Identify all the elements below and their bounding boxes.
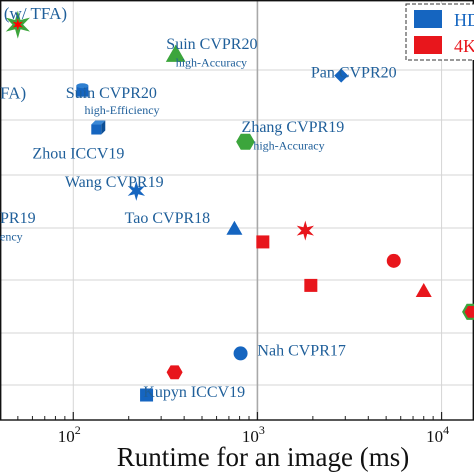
- point-label: (w/ TFA): [4, 4, 67, 23]
- legend-label: HD: [454, 10, 474, 30]
- data-point-square: [304, 278, 318, 292]
- point-labels: (w/ TFA) Suin CVPR20 high-Accuracy Pan CVPR…: [0, 4, 397, 401]
- cube-front: [91, 124, 102, 135]
- legend-swatch: [414, 10, 442, 28]
- point-label: Zhang CVPR19: [242, 119, 345, 136]
- axes-box: [0, 0, 474, 421]
- tick-exponent: 4: [443, 423, 449, 437]
- data-point-circle: [233, 346, 248, 361]
- data-point-cylinder: [76, 83, 89, 97]
- legend: HD 4K: [405, 3, 474, 61]
- x-axis-title: Runtime for an image (ms): [117, 442, 409, 472]
- point-label: high-Accuracy: [253, 139, 324, 153]
- point-label: Suin CVPR20: [166, 36, 257, 53]
- data-point-triangle: [165, 44, 186, 62]
- data-points: [5, 10, 474, 402]
- data-point-diamond: [334, 68, 349, 83]
- point-label: Pan CVPR20: [311, 64, 397, 81]
- data-point-star: [5, 10, 31, 39]
- data-point-hexagon: [166, 365, 183, 380]
- tick-base: 10: [242, 427, 259, 446]
- cylinder-body: [76, 85, 89, 97]
- data-point-cube: [91, 120, 106, 135]
- x-tick-label: 103: [242, 423, 265, 446]
- tick-base: 10: [58, 427, 75, 446]
- tick-base: 10: [426, 427, 443, 446]
- data-point-triangle: [415, 283, 432, 298]
- point-label: Nah CVPR17: [257, 342, 345, 359]
- x-tick-labels: 102 103 104: [58, 423, 449, 446]
- legend-label: 4K: [454, 36, 474, 56]
- x-tick-label: 104: [426, 423, 449, 446]
- point-label: Wang CVPR19: [65, 174, 164, 191]
- data-point-hexagon: [462, 303, 474, 320]
- cube-top: [91, 120, 106, 125]
- data-point-star: [127, 180, 145, 201]
- data-point-star: [296, 220, 314, 241]
- x-tick-label: 102: [58, 423, 81, 446]
- data-point-hexagon: [236, 133, 255, 150]
- tick-exponent: 3: [259, 423, 265, 437]
- cylinder-top: [76, 83, 89, 89]
- plot-frame: [0, 0, 474, 421]
- data-point-circle: [386, 253, 401, 268]
- point-label: Suin CVPR20: [66, 85, 157, 102]
- point-label: FA): [0, 84, 26, 103]
- point-label: Kupyn ICCV19: [143, 384, 245, 401]
- point-label: high-Efficiency: [84, 103, 159, 117]
- data-point-triangle: [226, 220, 243, 235]
- point-label: Tao CVPR18: [125, 210, 211, 227]
- data-point-square: [256, 235, 270, 249]
- data-point-square: [140, 388, 154, 402]
- cube-side: [101, 120, 106, 135]
- point-label: ency: [0, 229, 23, 243]
- point-label: high-Accuracy: [176, 56, 247, 70]
- point-label: PR19: [0, 210, 36, 227]
- legend-swatch: [414, 36, 442, 54]
- point-label: Zhou ICCV19: [32, 146, 124, 163]
- tick-exponent: 2: [75, 423, 81, 437]
